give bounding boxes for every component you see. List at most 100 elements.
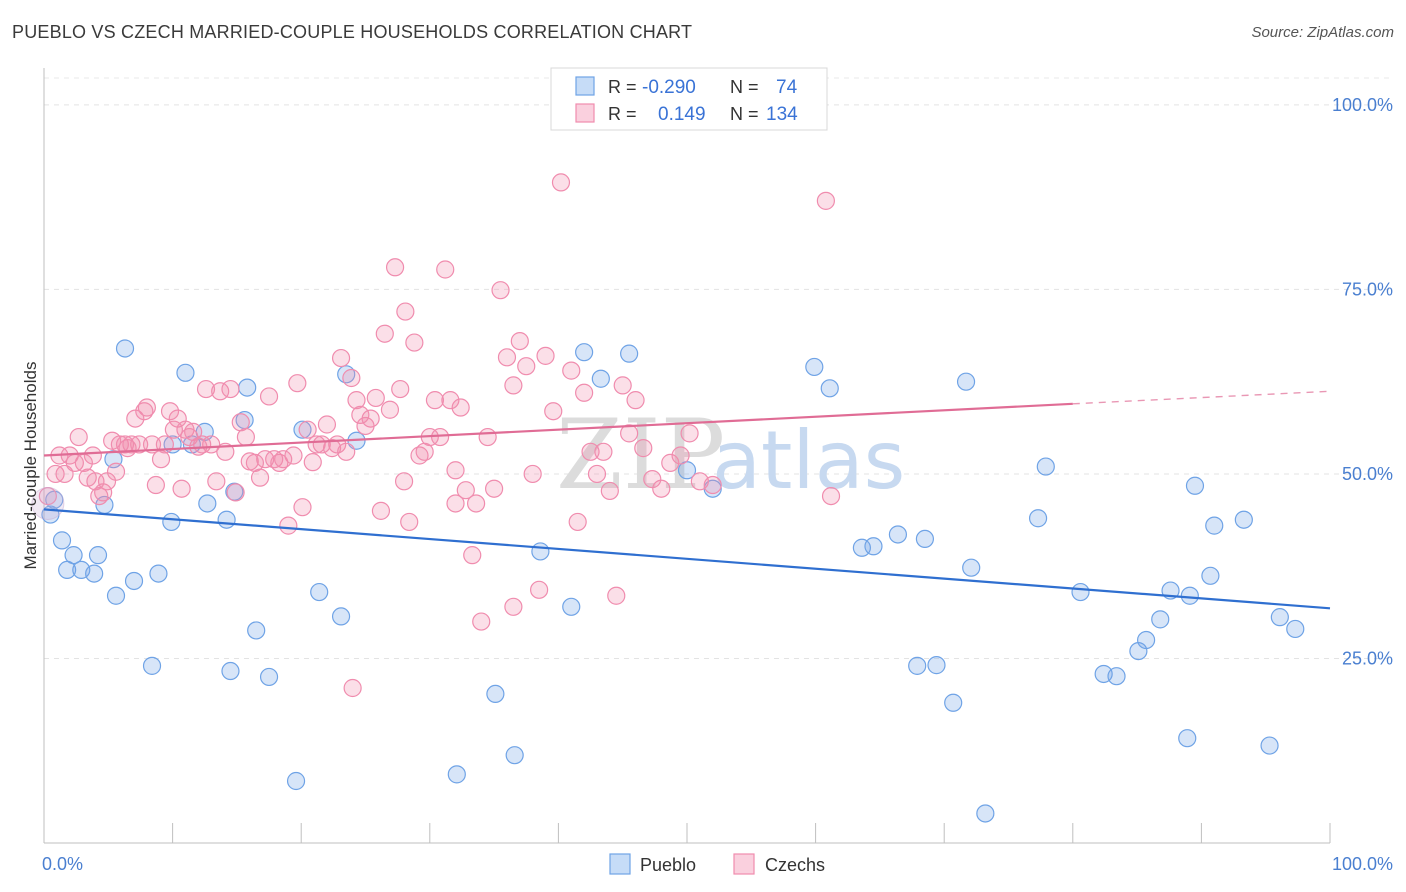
point-czechs <box>250 468 270 487</box>
point-czechs <box>472 612 491 631</box>
point-czechs <box>821 486 841 506</box>
point-czechs <box>142 435 162 454</box>
point-pueblo <box>115 339 135 358</box>
point-pueblo <box>1071 582 1090 602</box>
point-czechs <box>380 400 400 419</box>
trend-line-pueblo <box>43 508 1331 610</box>
point-czechs <box>83 446 102 465</box>
point-czechs <box>446 494 465 513</box>
point-pueblo <box>908 656 927 675</box>
point-czechs <box>491 281 510 300</box>
data-points <box>31 173 1305 823</box>
point-pueblo <box>162 512 181 532</box>
point-pueblo <box>927 656 946 675</box>
point-pueblo <box>142 656 162 675</box>
point-pueblo <box>64 546 83 565</box>
point-pueblo <box>1234 510 1253 529</box>
point-czechs <box>504 597 523 616</box>
point-czechs <box>122 435 141 454</box>
y-tick-label: 100.0% <box>1332 95 1393 115</box>
point-czechs <box>221 379 240 399</box>
point-czechs <box>172 479 191 498</box>
point-czechs <box>226 483 245 502</box>
point-czechs <box>146 475 165 495</box>
point-czechs <box>236 427 256 447</box>
point-czechs <box>385 258 405 277</box>
point-czechs <box>130 435 149 454</box>
point-czechs <box>680 424 699 443</box>
point-czechs <box>497 348 517 367</box>
point-czechs <box>274 450 293 469</box>
point-pueblo <box>1151 610 1170 629</box>
point-pueblo <box>888 525 908 544</box>
point-pueblo <box>1178 729 1197 748</box>
point-pueblo <box>1201 566 1220 585</box>
point-czechs <box>463 546 482 565</box>
point-czechs <box>626 391 645 410</box>
chart-title: PUEBLO VS CZECH MARRIED-COUPLE HOUSEHOLD… <box>12 22 693 42</box>
point-pueblo <box>575 343 594 362</box>
legend-r-value-pueblo: -0.290 <box>642 77 696 98</box>
point-czechs <box>351 405 370 425</box>
point-czechs <box>517 357 536 376</box>
point-czechs <box>568 512 587 532</box>
point-czechs <box>293 498 312 517</box>
grid-lines <box>44 77 1390 659</box>
point-pueblo <box>259 667 279 687</box>
point-czechs <box>259 387 279 406</box>
point-pueblo <box>52 531 72 550</box>
point-czechs <box>307 435 326 454</box>
point-pueblo <box>106 586 126 605</box>
point-pueblo <box>1028 509 1048 528</box>
point-pueblo <box>1036 457 1055 476</box>
point-pueblo <box>944 693 963 712</box>
point-czechs <box>396 302 415 321</box>
point-pueblo <box>852 538 871 557</box>
point-pueblo <box>124 571 144 591</box>
point-pueblo <box>1260 736 1279 755</box>
point-czechs <box>202 435 221 454</box>
point-pueblo <box>562 597 581 616</box>
point-pueblo <box>1205 516 1224 535</box>
legend-r-value-czechs: 0.149 <box>658 104 706 125</box>
point-czechs <box>575 383 594 402</box>
point-czechs <box>523 464 542 484</box>
point-pueblo <box>620 344 639 363</box>
point-pueblo <box>505 746 524 765</box>
point-czechs <box>600 481 619 501</box>
point-czechs <box>425 391 445 410</box>
y-tick-label: 25.0% <box>1342 648 1393 668</box>
point-czechs <box>371 501 391 520</box>
point-pueblo <box>149 564 168 583</box>
point-czechs <box>587 464 607 484</box>
x-tick-labels: 0.0% 100.0% <box>42 854 1393 874</box>
point-pueblo <box>310 582 329 602</box>
point-czechs <box>652 479 671 498</box>
watermark: ZIP atlas <box>556 399 905 511</box>
point-czechs <box>816 191 835 210</box>
trend-lines <box>43 390 1331 610</box>
point-czechs <box>279 516 298 535</box>
point-czechs <box>342 368 361 388</box>
point-pueblo <box>286 771 306 791</box>
point-czechs <box>466 494 486 513</box>
point-czechs <box>485 479 504 498</box>
point-czechs <box>478 427 497 447</box>
watermark-atlas: atlas <box>712 414 905 507</box>
point-czechs <box>441 391 460 410</box>
point-czechs <box>536 346 555 365</box>
point-pueblo <box>915 529 935 549</box>
legend-bottom-label-pueblo: Pueblo <box>640 855 696 875</box>
point-czechs <box>544 402 563 421</box>
y-tick-label: 75.0% <box>1342 279 1393 299</box>
point-czechs <box>375 324 394 343</box>
point-czechs <box>607 586 626 605</box>
point-czechs <box>530 580 549 599</box>
point-pueblo <box>221 661 240 681</box>
point-czechs <box>337 442 356 461</box>
point-czechs <box>581 442 600 461</box>
point-czechs <box>343 678 362 698</box>
point-czechs <box>703 475 722 495</box>
point-czechs <box>446 461 465 480</box>
